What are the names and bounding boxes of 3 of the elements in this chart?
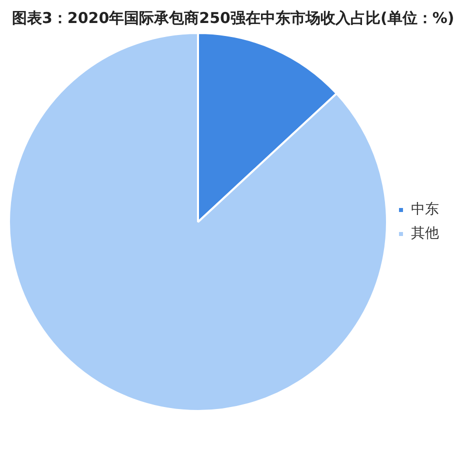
- legend-label: 中东: [411, 202, 439, 218]
- legend-label: 其他: [411, 226, 439, 242]
- chart-title: 图表3：2020年国际承包商250强在中东市场收入占比(单位：%): [11, 8, 456, 29]
